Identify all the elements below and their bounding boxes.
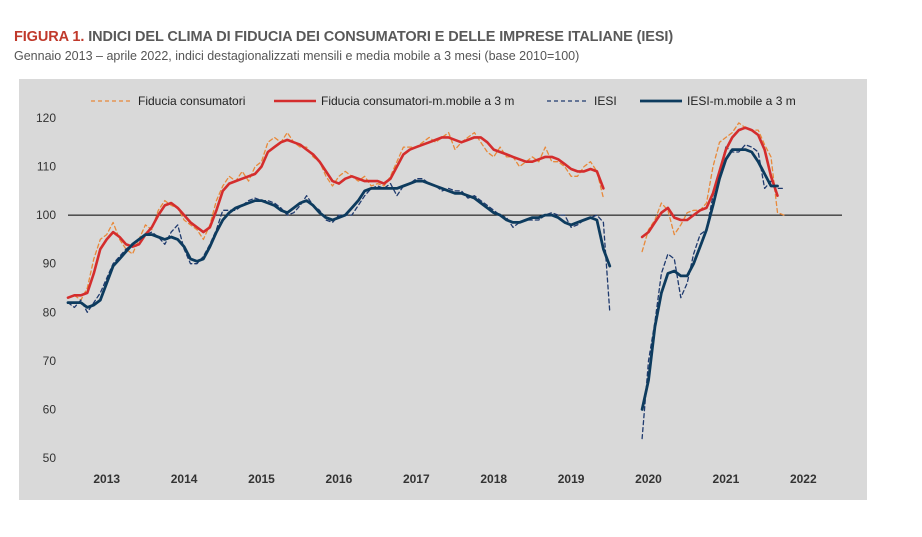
iesi-line — [67, 144, 785, 440]
x-tick-label: 2021 — [713, 472, 740, 486]
title-text: INDICI DEL CLIMA DI FIDUCIA DEI CONSUMAT… — [88, 29, 674, 45]
legend-label: Fiducia consumatori — [138, 94, 245, 108]
y-tick-label: 60 — [43, 402, 57, 416]
x-tick-label: 2017 — [403, 472, 430, 486]
axes: 50 60 70 80 90 100 110 120 2013 2014 2015 2016 2017 2… — [36, 111, 817, 486]
y-tick-label: 120 — [36, 111, 56, 125]
y-tick-label: 80 — [43, 305, 57, 319]
legend-label: Fiducia consumatori-m.mobile a 3 m — [321, 94, 514, 108]
series-lines — [66, 122, 785, 440]
figure-label: FIGURA 1. — [14, 29, 85, 45]
y-tick-label: 110 — [37, 160, 56, 174]
legend-label: IESI — [594, 94, 617, 108]
legend: Fiducia consumatori Fiducia consumatori-m… — [91, 94, 796, 108]
y-tick-label: 50 — [43, 451, 57, 465]
iesi-ma-line — [66, 148, 779, 411]
legend-label: IESI-m.mobile a 3 m — [687, 94, 796, 108]
y-tick-label: 90 — [43, 257, 57, 271]
y-tick-label: 100 — [36, 208, 56, 222]
x-tick-label: 2015 — [248, 472, 275, 486]
x-tick-label: 2013 — [93, 472, 120, 486]
x-tick-label: 2016 — [326, 472, 353, 486]
x-tick-label: 2019 — [558, 472, 585, 486]
x-tick-label: 2018 — [480, 472, 507, 486]
x-tick-label: 2014 — [171, 472, 198, 486]
consumer-confidence-ma-line — [66, 126, 779, 299]
x-tick-label: 2020 — [635, 472, 662, 486]
y-tick-label: 70 — [43, 354, 57, 368]
x-tick-label: 2022 — [790, 472, 817, 486]
chart-subtitle: Gennaio 2013 – aprile 2022, indici desta… — [14, 49, 580, 63]
chart-title: FIGURA 1. INDICI DEL CLIMA DI FIDUCIA DE… — [14, 29, 673, 45]
